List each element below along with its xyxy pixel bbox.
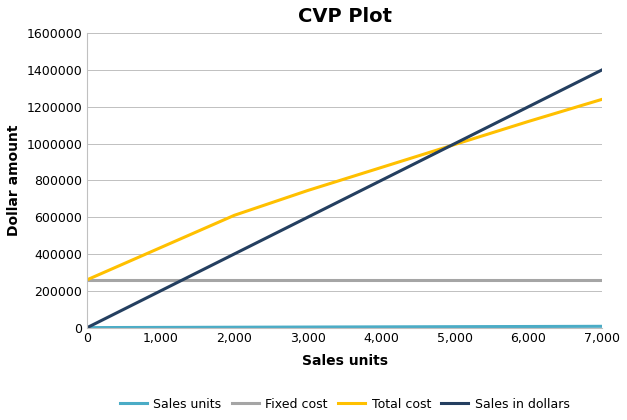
Total cost: [598, 97, 606, 102]
Sales units: [304, 325, 312, 330]
Line: Total cost: Total cost: [87, 99, 602, 280]
Sales in dollars: [598, 67, 606, 72]
Fixed cost: [304, 277, 312, 282]
Sales units: [377, 324, 385, 329]
Sales in dollars: [525, 104, 532, 109]
Sales units: [157, 325, 164, 330]
X-axis label: Sales units: Sales units: [302, 354, 387, 368]
Fixed cost: [157, 277, 164, 282]
Total cost: [157, 245, 164, 250]
Sales in dollars: [157, 288, 164, 293]
Line: Sales units: Sales units: [87, 326, 602, 328]
Sales in dollars: [83, 325, 91, 330]
Title: CVP Plot: CVP Plot: [298, 7, 392, 26]
Sales in dollars: [451, 141, 459, 146]
Sales units: [451, 324, 459, 329]
Fixed cost: [377, 277, 385, 282]
Sales in dollars: [231, 252, 238, 257]
Total cost: [83, 277, 91, 282]
Sales in dollars: [304, 215, 312, 220]
Fixed cost: [451, 277, 459, 282]
Legend: Sales units, Fixed cost, Total cost, Sales in dollars: Sales units, Fixed cost, Total cost, Sal…: [115, 393, 574, 416]
Sales units: [83, 325, 91, 330]
Fixed cost: [525, 277, 532, 282]
Line: Sales in dollars: Sales in dollars: [87, 70, 602, 328]
Fixed cost: [83, 277, 91, 282]
Fixed cost: [231, 277, 238, 282]
Sales units: [598, 324, 606, 329]
Sales in dollars: [377, 178, 385, 183]
Total cost: [451, 142, 459, 147]
Total cost: [525, 119, 532, 124]
Total cost: [231, 213, 238, 218]
Sales units: [231, 325, 238, 330]
Sales units: [525, 324, 532, 329]
Fixed cost: [598, 277, 606, 282]
Y-axis label: Dollar amount: Dollar amount: [7, 125, 21, 236]
Total cost: [304, 188, 312, 193]
Total cost: [377, 165, 385, 170]
